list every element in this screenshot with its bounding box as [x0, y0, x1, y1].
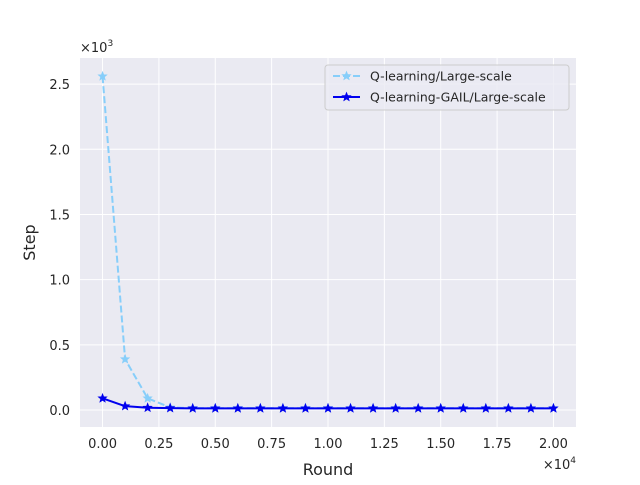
- x-tick-label: 1.00: [314, 437, 343, 452]
- series-1-point: [413, 402, 424, 413]
- series-1-point: [97, 392, 108, 403]
- legend-items: Q-learning/Large-scale Q-learning-GAIL/La…: [333, 69, 546, 105]
- series-1-point: [255, 402, 266, 413]
- series-1-point: [142, 402, 153, 413]
- series-1-point: [277, 402, 289, 413]
- y-offset-text: ×103: [80, 39, 113, 56]
- series-1-point: [345, 402, 356, 413]
- series-layer: [97, 70, 559, 413]
- series-1-point: [165, 402, 176, 413]
- series-0-point: [142, 392, 153, 403]
- series-1-point: [525, 402, 537, 413]
- legend-label-1: Q-learning-GAIL/Large-scale: [370, 90, 546, 105]
- y-tick-label: 0.5: [49, 339, 70, 354]
- series-1-point: [480, 402, 491, 413]
- y-tick-label: 2.5: [49, 78, 70, 93]
- y-tick-label: 1.0: [49, 274, 70, 289]
- series-1-point: [435, 402, 446, 413]
- y-offset-base: ×10: [80, 41, 107, 56]
- y-tick-label: 2.0: [49, 143, 70, 158]
- x-offset-base: ×10: [543, 458, 570, 473]
- x-tick-label: 1.25: [370, 437, 399, 452]
- series-1-point: [119, 400, 131, 411]
- x-tick-labels: 0.00 0.25 0.50 0.75 1.00 1.25 1.50 1.75 2.00: [88, 437, 568, 452]
- series-1-point: [210, 402, 221, 413]
- y-tick-label: 1.5: [49, 208, 70, 223]
- x-tick-label: 0.50: [201, 437, 230, 452]
- y-tick-label: 0.0: [49, 404, 70, 419]
- y-tick-labels: 0.0 0.5 1.0 1.5 2.0 2.5: [49, 78, 70, 419]
- series-1-point: [367, 402, 379, 413]
- legend: Q-learning/Large-scale Q-learning-GAIL/La…: [324, 64, 570, 111]
- series-1-point: [548, 402, 559, 413]
- series-0-point: [119, 353, 131, 364]
- series-1-point: [187, 402, 198, 413]
- series-1-point: [232, 402, 243, 413]
- x-tick-label: 1.75: [483, 437, 512, 452]
- x-tick-label: 0.25: [144, 437, 173, 452]
- legend-marker-0: [341, 70, 352, 81]
- series-1-point: [503, 402, 514, 413]
- x-tick-label: 2.00: [539, 437, 568, 452]
- legend-marker-1: [341, 91, 352, 102]
- series-1-point: [322, 402, 334, 413]
- series-1-point: [300, 402, 311, 413]
- x-axis-label: Round: [303, 460, 354, 479]
- legend-label-0: Q-learning/Large-scale: [370, 69, 512, 84]
- y-offset-exponent: 3: [107, 39, 113, 49]
- x-tick-label: 0.00: [88, 437, 117, 452]
- x-offset-text: ×104: [543, 456, 576, 473]
- series-1-point: [458, 402, 469, 413]
- x-offset-exponent: 4: [570, 456, 576, 466]
- x-tick-label: 1.50: [426, 437, 455, 452]
- x-tick-label: 0.75: [257, 437, 286, 452]
- series-0-point: [97, 70, 108, 81]
- series-1-point: [390, 402, 401, 413]
- legend-box: [324, 64, 570, 111]
- y-axis-label: Step: [20, 224, 39, 260]
